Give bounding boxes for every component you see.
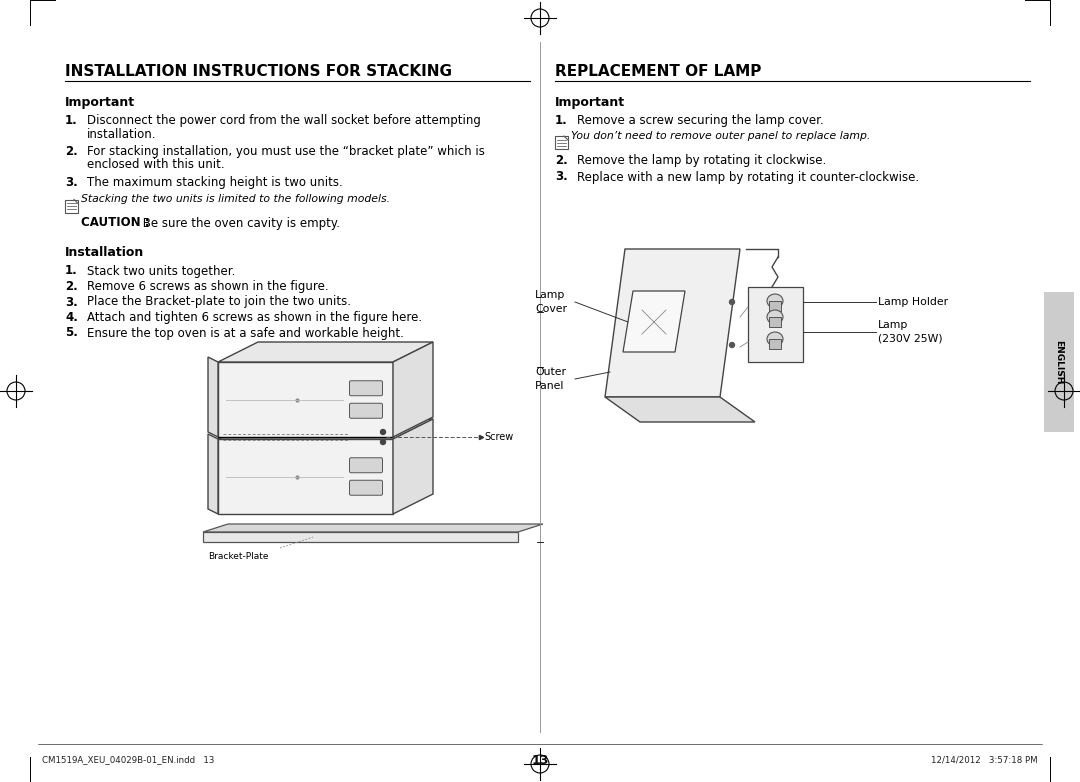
Text: installation.: installation. (87, 127, 157, 141)
Text: Outer
Panel: Outer Panel (535, 368, 566, 390)
Bar (1044, 292, 1074, 432)
Text: 1.: 1. (555, 114, 568, 127)
Text: REPLACEMENT OF LAMP: REPLACEMENT OF LAMP (555, 64, 761, 79)
Polygon shape (393, 419, 433, 514)
Text: INSTALLATION INSTRUCTIONS FOR STACKING: INSTALLATION INSTRUCTIONS FOR STACKING (65, 64, 453, 79)
Text: Remove a screw securing the lamp cover.: Remove a screw securing the lamp cover. (577, 114, 824, 127)
Text: You don’t need to remove outer panel to replace lamp.: You don’t need to remove outer panel to … (571, 131, 870, 141)
Text: Place the Bracket-plate to join the two units.: Place the Bracket-plate to join the two … (87, 296, 351, 309)
Text: Stacking the two units is limited to the following models.: Stacking the two units is limited to the… (81, 195, 390, 205)
Ellipse shape (767, 332, 783, 346)
Text: Ensure the top oven is at a safe and workable height.: Ensure the top oven is at a safe and wor… (87, 327, 404, 339)
Text: The maximum stacking height is two units.: The maximum stacking height is two units… (87, 176, 342, 189)
Text: Remove the lamp by rotating it clockwise.: Remove the lamp by rotating it clockwise… (577, 154, 826, 167)
Text: 12/14/2012   3:57:18 PM: 12/14/2012 3:57:18 PM (931, 755, 1038, 765)
Text: 13: 13 (531, 754, 549, 766)
Text: Bracket-Plate: Bracket-Plate (208, 552, 269, 561)
Text: Important: Important (65, 96, 135, 109)
Text: 1.: 1. (65, 264, 78, 278)
Bar (218, 439, 393, 514)
Text: Installation: Installation (65, 246, 145, 260)
Text: ENGLISH: ENGLISH (1054, 340, 1064, 384)
Polygon shape (203, 524, 543, 532)
FancyBboxPatch shape (65, 199, 78, 213)
Text: Disconnect the power cord from the wall socket before attempting: Disconnect the power cord from the wall … (87, 114, 481, 127)
Text: Be sure the oven cavity is empty.: Be sure the oven cavity is empty. (139, 217, 340, 229)
FancyBboxPatch shape (350, 404, 382, 418)
Ellipse shape (767, 310, 783, 324)
Bar (218, 362, 393, 437)
FancyBboxPatch shape (350, 457, 382, 473)
Polygon shape (208, 434, 218, 514)
Bar (769, 339, 781, 349)
Polygon shape (605, 249, 740, 397)
Text: 2.: 2. (65, 145, 78, 158)
Polygon shape (208, 357, 218, 437)
Text: 4.: 4. (65, 311, 78, 324)
Text: Important: Important (555, 96, 625, 109)
Text: 3.: 3. (555, 170, 568, 184)
Text: 3.: 3. (65, 176, 78, 189)
Text: enclosed with this unit.: enclosed with this unit. (87, 159, 225, 171)
Text: 2.: 2. (65, 280, 78, 293)
Text: 3.: 3. (65, 296, 78, 309)
Text: Attach and tighten 6 screws as shown in the figure here.: Attach and tighten 6 screws as shown in … (87, 311, 422, 324)
Text: Screw: Screw (484, 432, 513, 442)
Text: 1.: 1. (65, 114, 78, 127)
Bar (769, 301, 781, 311)
Circle shape (380, 439, 386, 444)
Circle shape (380, 429, 386, 435)
Circle shape (729, 343, 734, 347)
Text: Replace with a new lamp by rotating it counter-clockwise.: Replace with a new lamp by rotating it c… (577, 170, 919, 184)
Polygon shape (218, 419, 433, 439)
Text: For stacking installation, you must use the “bracket plate” which is: For stacking installation, you must use … (87, 145, 485, 158)
Bar (748, 287, 804, 362)
Text: Remove 6 screws as shown in the figure.: Remove 6 screws as shown in the figure. (87, 280, 328, 293)
Polygon shape (623, 291, 685, 352)
Text: 2.: 2. (555, 154, 568, 167)
Text: Stack two units together.: Stack two units together. (87, 264, 235, 278)
Ellipse shape (767, 294, 783, 308)
Polygon shape (218, 342, 433, 362)
Text: Lamp
Cover: Lamp Cover (535, 290, 567, 314)
Text: Lamp
(230V 25W): Lamp (230V 25W) (878, 321, 943, 343)
Polygon shape (393, 342, 433, 437)
Text: Lamp Holder: Lamp Holder (878, 297, 948, 307)
FancyBboxPatch shape (350, 381, 382, 396)
Circle shape (729, 300, 734, 304)
FancyBboxPatch shape (350, 480, 382, 495)
Text: 5.: 5. (65, 327, 78, 339)
Bar (769, 317, 781, 327)
Text: CM1519A_XEU_04029B-01_EN.indd   13: CM1519A_XEU_04029B-01_EN.indd 13 (42, 755, 214, 765)
Bar (203, 532, 518, 542)
Text: CAUTION :: CAUTION : (81, 217, 150, 229)
Polygon shape (605, 397, 755, 422)
FancyBboxPatch shape (555, 136, 568, 149)
